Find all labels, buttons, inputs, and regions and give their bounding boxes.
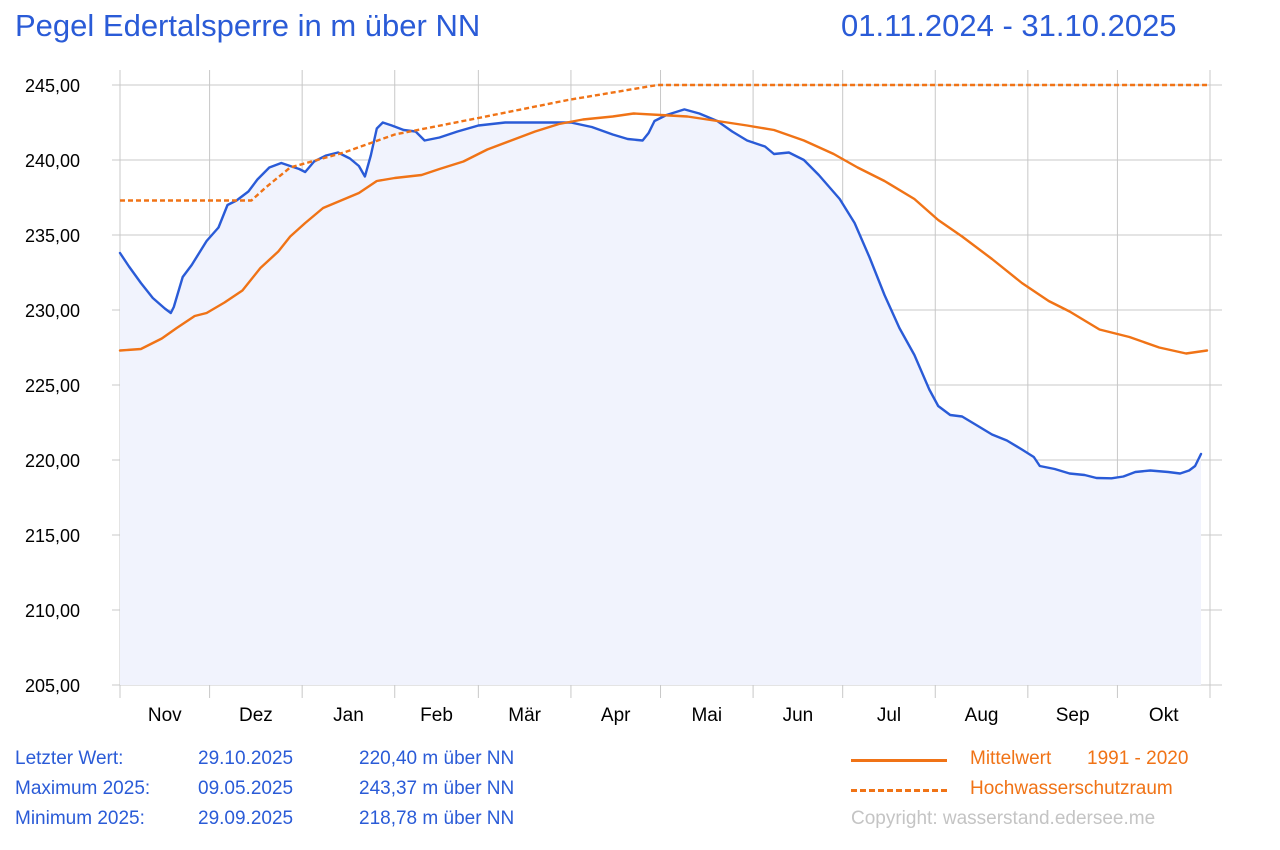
legend-mean-period: 1991 - 2020: [1087, 748, 1189, 769]
series-line-1: [118, 112, 1209, 355]
x-tick-label: Apr: [601, 705, 631, 726]
series-fill-area: [120, 109, 1201, 685]
series-line-2: [120, 83, 1207, 202]
y-tick-label: 225,00: [25, 376, 80, 396]
legend-flood-label: Hochwasserschutzraum: [970, 778, 1173, 799]
x-tick-label: Okt: [1149, 705, 1179, 726]
stat-last-label: Letzter Wert:: [15, 748, 124, 769]
x-tick-label: Jun: [783, 705, 814, 726]
y-tick-label: 235,00: [25, 226, 80, 246]
y-tick-label: 210,00: [25, 601, 80, 621]
stat-min-label: Minimum 2025:: [15, 808, 145, 829]
stat-max-label: Maximum 2025:: [15, 778, 151, 799]
x-tick-label: Mai: [691, 705, 722, 726]
y-tick-label: 240,00: [25, 151, 80, 171]
legend-flood-line: [851, 789, 947, 792]
y-tick-label: 205,00: [25, 676, 80, 696]
series-line-0: [118, 108, 1203, 480]
x-tick-label: Feb: [420, 705, 453, 726]
x-tick-label: Jan: [333, 705, 364, 726]
chart-period: 01.11.2024 - 31.10.2025: [841, 8, 1177, 43]
stat-min-value: 218,78 m über NN: [359, 808, 515, 829]
y-tick-label: 220,00: [25, 451, 80, 471]
x-tick-label: Aug: [965, 705, 999, 726]
legend-mean-line: [851, 759, 947, 762]
copyright-text: Copyright: wasserstand.edersee.me: [851, 808, 1156, 829]
x-tick-label: Mär: [508, 705, 541, 726]
stat-max-date: 09.05.2025: [198, 778, 294, 799]
stat-max-value: 243,37 m über NN: [359, 778, 515, 799]
y-tick-label: 230,00: [25, 301, 80, 321]
y-tick-label: 215,00: [25, 526, 80, 546]
x-tick-label: Sep: [1056, 705, 1090, 726]
stat-last-date: 29.10.2025: [198, 748, 294, 769]
x-tick-label: Nov: [148, 705, 182, 726]
legend-mean-label: Mittelwert: [970, 748, 1052, 769]
x-tick-label: Dez: [239, 705, 273, 726]
stat-last-value: 220,40 m über NN: [359, 748, 515, 769]
stat-min-date: 29.09.2025: [198, 808, 294, 829]
y-tick-label: 245,00: [25, 76, 80, 96]
x-tick-label: Jul: [877, 705, 901, 726]
chart-title: Pegel Edertalsperre in m über NN: [15, 8, 481, 43]
